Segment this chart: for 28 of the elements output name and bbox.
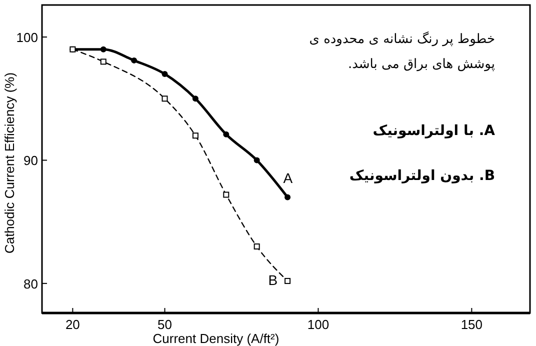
point (284, 194, 291, 200)
point (162, 96, 168, 102)
y-tick-label: 100 (16, 30, 38, 46)
x-tick-label: 150 (460, 317, 483, 332)
point (192, 132, 198, 139)
point (223, 131, 230, 138)
point (254, 157, 260, 164)
point (100, 58, 106, 65)
series-label: A (283, 170, 294, 186)
annotation: خطوط پر رنگ نشانه ی محدوده ی (309, 31, 495, 47)
point (192, 96, 198, 102)
annotation: پوشش های براق می باشد. (348, 57, 496, 72)
x-tick-label: 20 (65, 317, 80, 332)
point (131, 57, 138, 64)
point (162, 70, 168, 77)
annotation: A. با اولتراسونیک (372, 123, 496, 139)
y-tick-label: 80 (24, 276, 38, 292)
annotation: B. بدون اولتراسونیک (349, 168, 495, 184)
point (254, 243, 260, 250)
point (100, 46, 106, 52)
x-axis-title: Current Density (A/ft²) (152, 331, 280, 346)
y-tick-label: 90 (24, 153, 38, 168)
point (284, 278, 291, 284)
series-label: B (268, 272, 278, 288)
point (223, 192, 230, 198)
y-axis-title: Cathodic Current Efficiency (%) (2, 72, 17, 254)
x-tick-label: 50 (158, 317, 172, 332)
x-tick-label: 100 (307, 317, 330, 332)
